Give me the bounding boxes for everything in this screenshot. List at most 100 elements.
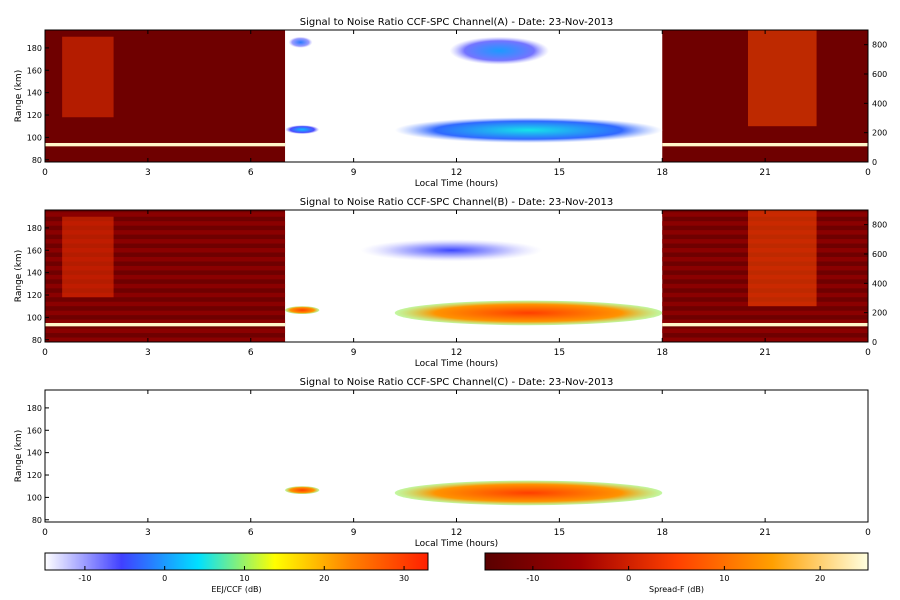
echo-region (449, 36, 550, 65)
spread-f-echo (45, 142, 286, 147)
panel-a: Signal to Noise Ratio CCF-SPC Channel(A)… (14, 17, 887, 189)
x-tick-label: 12 (451, 168, 462, 178)
y-tick-label: 180 (27, 224, 42, 233)
x-tick-label: 6 (248, 348, 254, 358)
spread-f-stripe (45, 337, 286, 342)
spread-f-stripe (45, 256, 286, 262)
spread-f-stripe (45, 292, 286, 298)
spread-f-echo (662, 322, 868, 327)
colorbar-tick-label: -10 (78, 574, 91, 583)
x-tick-label: 18 (657, 348, 669, 358)
chart-title: Signal to Noise Ratio CCF-SPC Channel(C)… (300, 377, 614, 388)
y-tick-label: 180 (27, 404, 42, 413)
spread-f-stripe (45, 212, 286, 217)
y-tick-label: 80 (32, 156, 42, 165)
x-tick-label: 0 (42, 168, 48, 178)
x-tick-label: 6 (248, 528, 254, 538)
x-tick-label: 15 (554, 168, 565, 178)
plot-area (285, 480, 663, 506)
spread-f-stripe (45, 301, 286, 307)
x-axis-label: Local Time (hours) (415, 179, 498, 189)
y-tick-label: 100 (27, 313, 42, 322)
x-tick-label: 21 (759, 168, 770, 178)
x-tick-label: 0 (42, 348, 48, 358)
spread-f-echo (62, 216, 114, 298)
x-axis-label: Local Time (hours) (415, 539, 498, 549)
x-tick-label: 0 (42, 528, 48, 538)
y-axis-label: Range (km) (14, 70, 24, 122)
panel-b: Signal to Noise Ratio CCF-SPC Channel(B)… (14, 197, 887, 369)
x-tick-label: 21 (759, 528, 770, 538)
chart-title: Signal to Noise Ratio CCF-SPC Channel(A)… (300, 17, 614, 28)
echo-region (394, 300, 663, 326)
spread-f-stripe (45, 230, 286, 235)
y2-tick-label: 400 (872, 279, 887, 288)
x-tick-label: 15 (554, 348, 565, 358)
y-tick-label: 120 (27, 471, 42, 480)
echo-region (285, 125, 320, 135)
plot-area (45, 210, 868, 342)
x-tick-label: 12 (451, 348, 462, 358)
x-tick-label: 3 (145, 348, 151, 358)
x-tick-label: 0 (865, 348, 871, 358)
colorbar-spread-f: -10 0 10 20 Spread-F (dB) (484, 552, 869, 594)
spread-f-echo (662, 142, 868, 147)
y2-tick-label: 400 (872, 99, 887, 108)
y-tick-label: 140 (27, 449, 42, 458)
echo-region (394, 117, 663, 143)
echo-region (360, 239, 543, 262)
x-tick-label: 9 (351, 348, 357, 358)
echo-region (285, 486, 320, 495)
echo-region (285, 306, 320, 315)
echo-region (288, 36, 313, 48)
y-tick-label: 100 (27, 133, 42, 142)
x-tick-label: 15 (554, 528, 565, 538)
spread-f-stripe (662, 319, 868, 325)
colorbar-tick-label: 20 (319, 574, 329, 583)
y2-tick-label: 600 (872, 250, 887, 259)
y-tick-label: 80 (32, 336, 42, 345)
spread-f-stripe (45, 328, 286, 334)
spread-f-stripe (45, 319, 286, 325)
colorbar-eej: -10 0 10 20 30 EEJ/CCF (dB) (44, 552, 429, 594)
y-tick-label: 100 (27, 493, 42, 502)
colorbar-tick-label: 0 (626, 574, 631, 583)
spread-f-stripe (45, 248, 286, 253)
spread-f-stripe (45, 265, 286, 271)
spread-f-echo (747, 30, 817, 127)
y-tick-label: 120 (27, 111, 42, 120)
colorbar-tick-label: -10 (526, 574, 539, 583)
x-tick-label: 0 (865, 168, 871, 178)
y2-tick-label: 200 (872, 129, 887, 138)
echo-region (394, 480, 663, 506)
panel-c: Signal to Noise Ratio CCF-SPC Channel(C)… (14, 377, 871, 549)
chart-title: Signal to Noise Ratio CCF-SPC Channel(B)… (300, 197, 614, 208)
y-tick-label: 180 (27, 44, 42, 53)
x-tick-label: 3 (145, 168, 151, 178)
colorbar-scale (484, 552, 869, 571)
x-tick-label: 0 (865, 528, 871, 538)
x-tick-label: 18 (657, 168, 669, 178)
spread-f-echo (45, 322, 286, 327)
spread-f-echo (747, 210, 817, 307)
colorbar-label: EEJ/CCF (dB) (211, 585, 261, 594)
x-tick-label: 9 (351, 528, 357, 538)
y2-tick-label: 200 (872, 309, 887, 318)
x-tick-label: 3 (145, 528, 151, 538)
y2-tick-label: 800 (872, 221, 887, 230)
plot-area (45, 30, 868, 162)
y2-tick-label: 600 (872, 70, 887, 79)
y-tick-label: 160 (27, 426, 42, 435)
y2-tick-label: 800 (872, 41, 887, 50)
colorbar-tick-label: 0 (162, 574, 167, 583)
x-tick-label: 18 (657, 528, 669, 538)
spread-f-stripe (45, 274, 286, 280)
y-tick-label: 80 (32, 516, 42, 525)
spread-f-stripe (662, 310, 868, 316)
x-tick-label: 9 (351, 168, 357, 178)
colorbar-label: Spread-F (dB) (649, 585, 704, 594)
y-axis-label: Range (km) (14, 250, 24, 302)
x-tick-label: 21 (759, 348, 770, 358)
colorbar-tick-label: 10 (719, 574, 729, 583)
